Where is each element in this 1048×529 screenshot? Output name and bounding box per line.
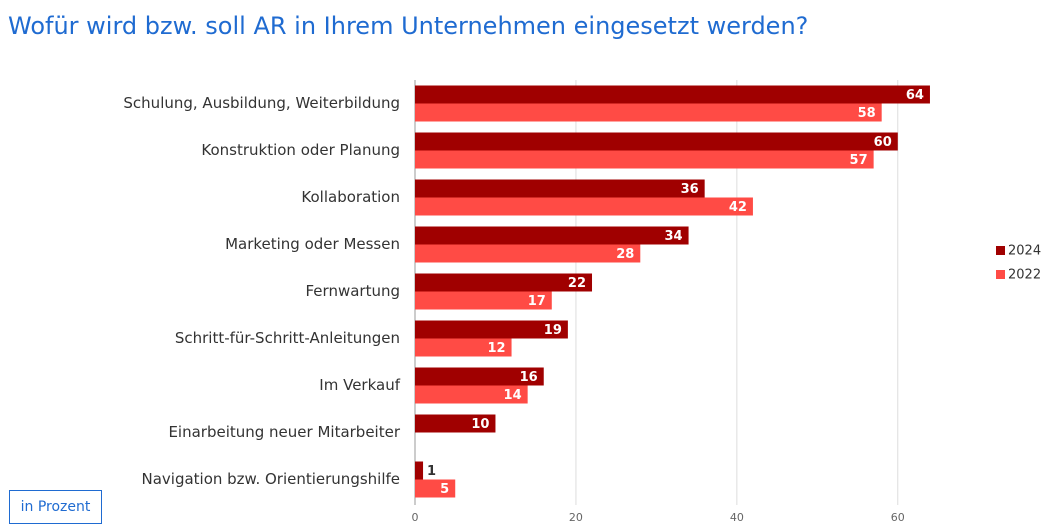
value-label: 17 xyxy=(528,294,546,309)
bar xyxy=(415,150,874,169)
bar xyxy=(415,479,456,498)
chart-title: Wofür wird bzw. soll AR in Ihrem Unterne… xyxy=(8,12,808,40)
x-tick-label: 0 xyxy=(412,511,419,524)
legend-label: 2024 xyxy=(1008,244,1041,259)
category-label: Einarbeitung neuer Mitarbeiter xyxy=(168,423,400,441)
bar xyxy=(415,85,930,104)
value-label: 16 xyxy=(520,370,538,385)
value-label: 34 xyxy=(664,229,682,244)
value-label: 60 xyxy=(874,135,892,150)
category-label: Im Verkauf xyxy=(319,376,400,394)
bar xyxy=(415,132,898,151)
value-label: 1 xyxy=(427,464,436,479)
value-label: 14 xyxy=(504,388,522,403)
bar xyxy=(415,226,689,245)
value-label: 58 xyxy=(858,106,876,121)
x-tick-label: 60 xyxy=(891,511,905,524)
value-label: 19 xyxy=(544,323,562,338)
bar xyxy=(415,320,568,339)
legend-swatch xyxy=(996,246,1005,255)
bar xyxy=(415,367,544,386)
value-label: 28 xyxy=(616,247,634,262)
value-label: 10 xyxy=(471,417,489,432)
value-label: 57 xyxy=(850,153,868,168)
bar xyxy=(415,291,552,310)
category-label: Schritt-für-Schritt-Anleitungen xyxy=(175,329,400,347)
category-label: Marketing oder Messen xyxy=(225,235,400,253)
bar xyxy=(415,273,593,292)
bar xyxy=(415,414,496,433)
bar xyxy=(415,197,753,216)
category-label: Schulung, Ausbildung, Weiterbildung xyxy=(123,94,400,112)
x-tick-label: 40 xyxy=(730,511,744,524)
bar xyxy=(415,103,882,122)
category-label: Navigation bzw. Orientierungshilfe xyxy=(141,470,400,488)
value-label: 22 xyxy=(568,276,586,291)
bar xyxy=(415,461,424,480)
unit-note: in Prozent xyxy=(9,490,102,524)
bar xyxy=(415,338,512,357)
bar xyxy=(415,244,641,263)
category-label: Konstruktion oder Planung xyxy=(201,141,400,159)
legend-swatch xyxy=(996,270,1005,279)
category-label: Kollaboration xyxy=(301,188,400,206)
value-label: 12 xyxy=(487,341,505,356)
value-label: 5 xyxy=(440,482,449,497)
value-label: 42 xyxy=(729,200,747,215)
category-label: Fernwartung xyxy=(306,282,401,300)
legend-label: 2022 xyxy=(1008,268,1041,283)
value-label: 64 xyxy=(906,88,924,103)
value-label: 36 xyxy=(681,182,699,197)
bar xyxy=(415,179,705,198)
bar xyxy=(415,385,528,404)
x-tick-label: 20 xyxy=(569,511,583,524)
